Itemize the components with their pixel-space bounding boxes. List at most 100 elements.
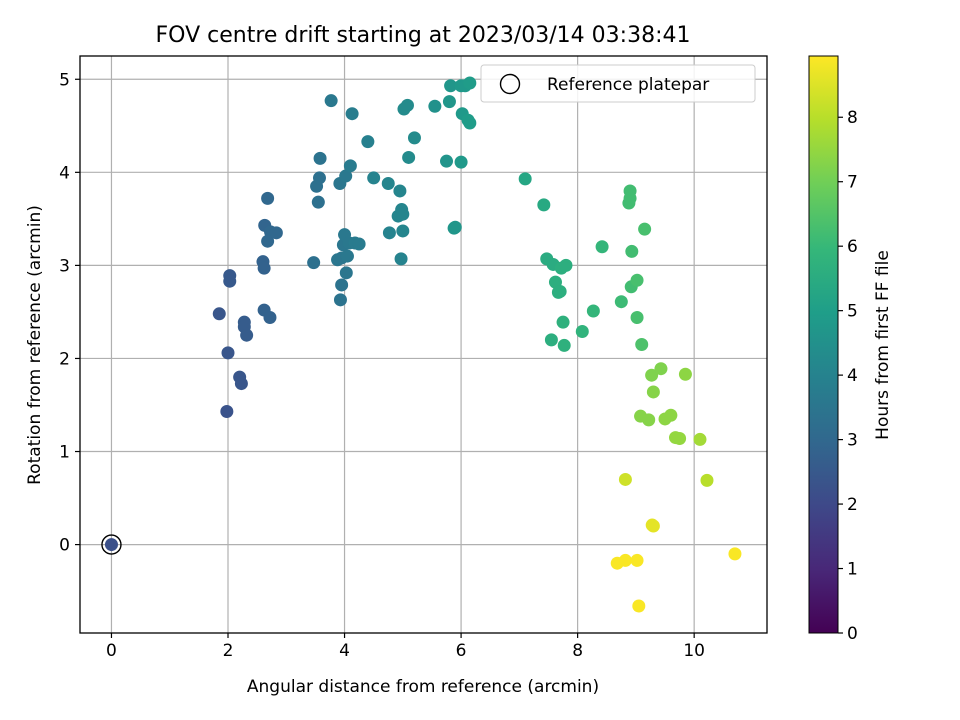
data-points [104, 76, 742, 613]
data-point [393, 184, 407, 198]
data-point [595, 240, 609, 254]
data-point [693, 432, 707, 446]
colorbar-label: Hours from first FF file [873, 250, 893, 440]
data-point [664, 408, 678, 422]
data-point [518, 172, 532, 186]
colorbar-tick-label: 8 [847, 108, 858, 128]
data-point [586, 304, 600, 318]
data-point [645, 368, 659, 382]
colorbar-tick-label: 5 [847, 302, 858, 322]
x-tick-label: 0 [106, 641, 117, 661]
data-point [463, 76, 477, 90]
data-point [700, 473, 714, 487]
data-point [646, 519, 660, 533]
data-point [559, 258, 573, 272]
data-point [537, 198, 551, 212]
data-point [444, 79, 458, 93]
data-point [556, 315, 570, 329]
data-point [257, 261, 271, 275]
data-point [339, 266, 353, 280]
data-point [343, 159, 357, 173]
data-point [557, 338, 571, 352]
data-point [678, 367, 692, 381]
data-point [339, 169, 353, 183]
colorbar-tick-label: 6 [847, 237, 858, 257]
data-point [212, 307, 226, 321]
colorbar-tick-label: 7 [847, 173, 858, 193]
data-point [630, 273, 644, 287]
grid [80, 56, 767, 633]
data-point [345, 107, 359, 121]
x-tick-label: 2 [223, 641, 234, 661]
data-point [623, 191, 637, 205]
data-point [261, 191, 275, 205]
data-point [407, 131, 421, 145]
data-point [638, 222, 652, 236]
plot-frame [79, 55, 768, 634]
data-point [223, 274, 237, 288]
colorbar-tick-label: 2 [847, 495, 858, 515]
x-tick-label: 10 [683, 641, 705, 661]
data-point [428, 99, 442, 113]
data-point [263, 311, 277, 325]
y-tick-label: 0 [59, 536, 70, 556]
data-point [382, 226, 396, 240]
y-tick-label: 2 [59, 349, 70, 369]
colorbar-tick-label: 1 [847, 560, 858, 580]
colorbar-tick-label: 0 [847, 624, 858, 644]
x-tick-label: 8 [572, 641, 583, 661]
data-point [324, 94, 338, 108]
y-tick-label: 5 [59, 70, 70, 90]
data-point [269, 226, 283, 240]
chart-title: FOV centre drift starting at 2023/03/14 … [156, 23, 691, 48]
x-axis: 0 2 4 6 8 10 [106, 633, 705, 661]
data-point [632, 599, 646, 613]
data-point [635, 338, 649, 351]
data-point [440, 154, 454, 168]
y-tick-label: 1 [59, 443, 70, 463]
colorbar-bar [808, 55, 839, 634]
data-point [340, 249, 354, 263]
data-point [618, 553, 632, 567]
data-point [553, 284, 567, 298]
data-point [728, 547, 742, 561]
legend-box [480, 64, 756, 103]
data-point [381, 176, 395, 190]
x-tick-label: 6 [456, 641, 467, 661]
x-tick-label: 4 [339, 641, 350, 661]
data-point [673, 431, 687, 445]
data-point [220, 405, 234, 419]
data-point [618, 472, 632, 486]
data-point [221, 346, 235, 360]
colorbar-ticks: 0 1 2 3 4 5 6 7 8 [838, 108, 858, 644]
legend-marker [499, 73, 521, 95]
data-point [575, 324, 589, 338]
data-point [333, 293, 347, 307]
reference-marker [101, 534, 122, 555]
data-point [442, 95, 456, 109]
y-axis: 0 1 2 3 4 5 [59, 70, 80, 556]
data-point [646, 385, 660, 399]
data-point [234, 377, 248, 391]
data-point [104, 538, 118, 552]
data-point [544, 333, 558, 347]
data-point [448, 220, 462, 234]
y-tick-label: 3 [59, 256, 70, 276]
x-axis-label: Angular distance from reference (arcmin) [247, 677, 599, 697]
colorbar-tick-label: 3 [847, 431, 858, 451]
data-point [654, 362, 668, 376]
legend-label: Reference platepar [547, 75, 709, 95]
data-point [367, 171, 381, 185]
data-point [463, 116, 477, 130]
data-point [625, 244, 639, 258]
data-point [352, 237, 366, 251]
data-point [394, 252, 408, 266]
data-point [630, 553, 644, 567]
y-tick-label: 4 [59, 163, 70, 183]
colorbar: 0 1 2 3 4 5 6 7 8 Hours from first FF file [808, 55, 893, 644]
data-point [402, 150, 416, 164]
y-axis-label: Rotation from reference (arcmin) [25, 205, 45, 485]
legend: Reference platepar [480, 64, 756, 103]
data-point [361, 135, 375, 149]
data-point [307, 256, 321, 270]
